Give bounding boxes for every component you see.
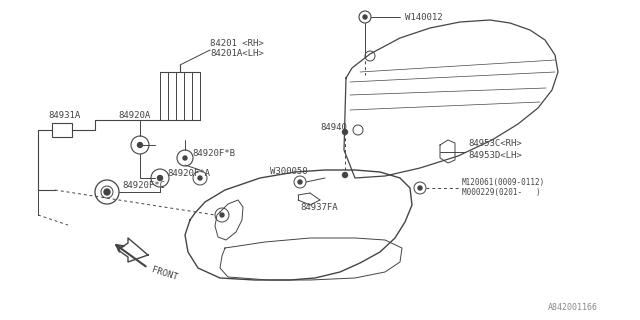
Text: 84920F*C: 84920F*C	[122, 181, 165, 190]
Circle shape	[363, 15, 367, 19]
Circle shape	[414, 182, 426, 194]
FancyBboxPatch shape	[52, 123, 72, 137]
Circle shape	[220, 213, 224, 217]
Text: M000229(0201-   ): M000229(0201- )	[462, 188, 541, 197]
Circle shape	[342, 172, 348, 178]
Circle shape	[198, 176, 202, 180]
Text: A842001166: A842001166	[548, 303, 598, 312]
Circle shape	[183, 156, 187, 160]
Circle shape	[157, 175, 163, 180]
Text: 84953D<LH>: 84953D<LH>	[468, 150, 522, 159]
Text: W300050: W300050	[270, 167, 308, 177]
Circle shape	[138, 142, 143, 148]
Text: FRONT: FRONT	[150, 266, 179, 283]
Circle shape	[298, 180, 302, 184]
Text: 84201A<LH>: 84201A<LH>	[210, 50, 264, 59]
Circle shape	[342, 130, 348, 134]
Text: W140012: W140012	[405, 12, 443, 21]
Text: 84920A: 84920A	[118, 111, 150, 121]
Circle shape	[104, 189, 110, 195]
Circle shape	[418, 186, 422, 190]
Text: 84940: 84940	[320, 124, 347, 132]
Text: 84920F*B: 84920F*B	[192, 148, 235, 157]
Text: M120061(0009-0112): M120061(0009-0112)	[462, 179, 545, 188]
Circle shape	[359, 11, 371, 23]
Text: 84931A: 84931A	[48, 111, 80, 121]
Text: 84953C<RH>: 84953C<RH>	[468, 139, 522, 148]
Text: 84937FA: 84937FA	[300, 203, 338, 212]
Text: 84201 <RH>: 84201 <RH>	[210, 39, 264, 49]
Circle shape	[294, 176, 306, 188]
Text: 84920F*A: 84920F*A	[167, 169, 210, 178]
